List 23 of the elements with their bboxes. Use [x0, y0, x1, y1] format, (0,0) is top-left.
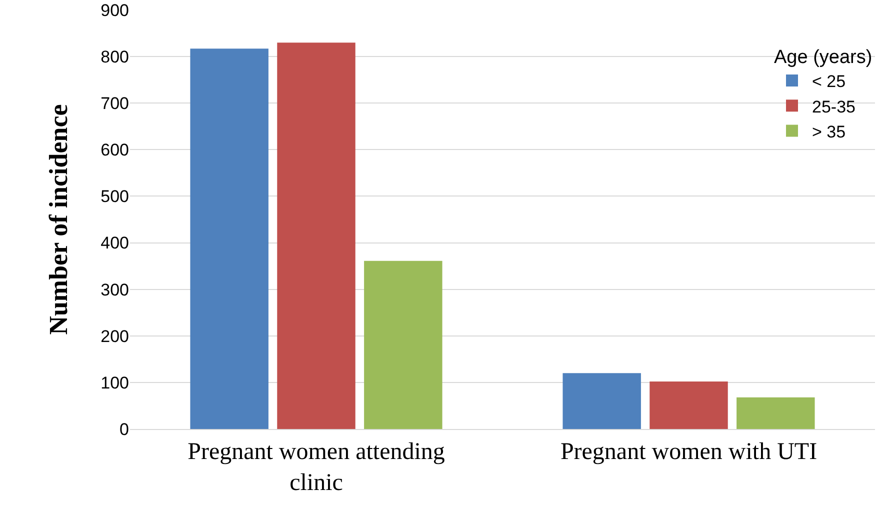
- legend-title: Age (years): [774, 47, 872, 68]
- bar: [190, 48, 268, 429]
- y-tick-label: 800: [100, 48, 129, 67]
- legend-label: < 25: [812, 72, 846, 92]
- x-tick-label: Pregnant women with UTI: [560, 438, 818, 465]
- y-tick-label: 100: [100, 373, 129, 392]
- x-tick-label: Pregnant women attending clinic: [188, 438, 445, 496]
- y-axis-title: Number of incidence: [44, 104, 74, 335]
- y-tick-label: 500: [100, 187, 129, 206]
- legend-label: 25-35: [812, 97, 856, 116]
- bar: [736, 397, 815, 429]
- bar: [650, 382, 728, 429]
- y-tick-label: 300: [100, 280, 129, 300]
- y-tick-label: 200: [100, 326, 129, 346]
- y-tick-label: 900: [100, 0, 129, 20]
- y-tick-label: 600: [100, 140, 129, 160]
- bar: [364, 260, 442, 429]
- legend-label: > 35: [812, 122, 846, 142]
- bar: [562, 373, 641, 429]
- bar: [277, 42, 356, 429]
- y-tick-label: 700: [100, 94, 129, 114]
- y-tick-label: 0: [120, 420, 129, 439]
- y-tick-label: 400: [100, 234, 129, 253]
